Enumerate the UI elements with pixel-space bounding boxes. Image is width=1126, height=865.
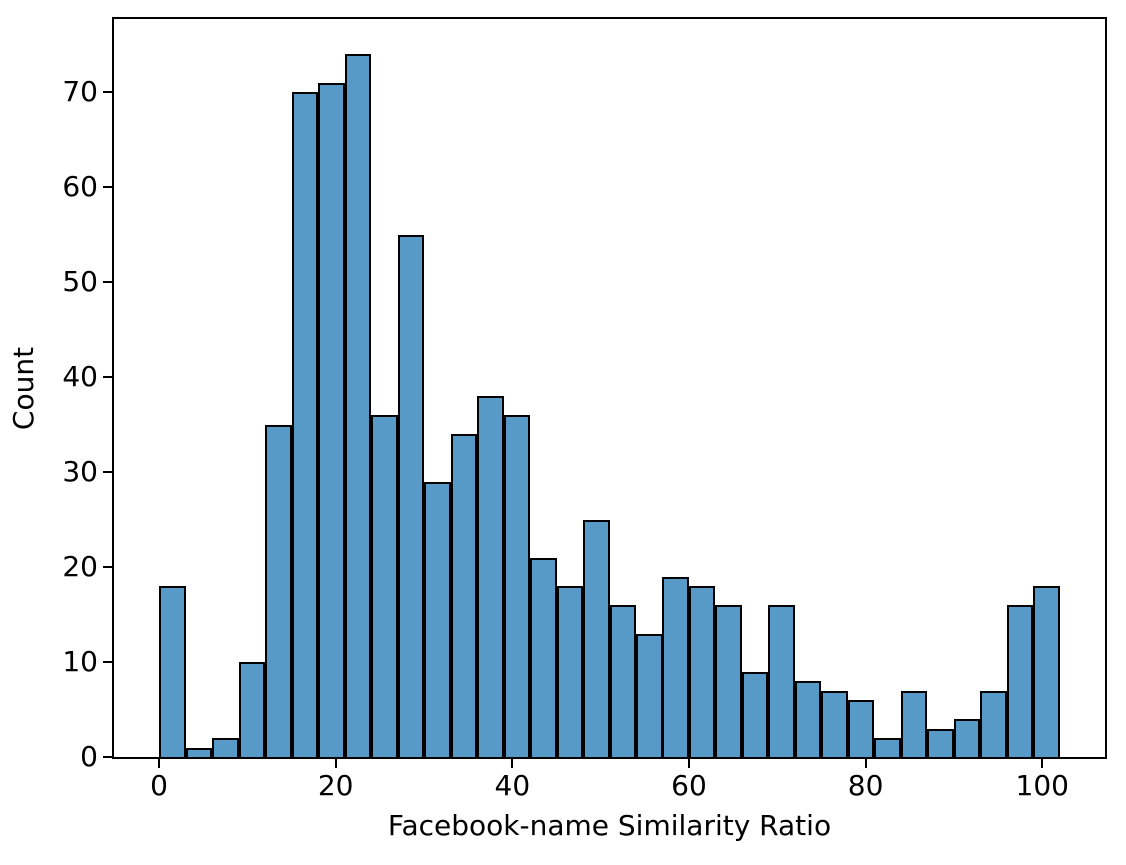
y-tick-label: 50 bbox=[62, 265, 98, 299]
histogram-bar bbox=[741, 671, 769, 757]
x-axis-label: Facebook-name Similarity Ratio bbox=[387, 809, 832, 842]
histogram-bar bbox=[556, 586, 583, 757]
histogram-bar bbox=[1033, 586, 1060, 757]
x-tick-mark bbox=[511, 759, 514, 768]
y-tick-mark bbox=[103, 91, 112, 94]
x-tick-label: 40 bbox=[494, 769, 531, 802]
histogram-bar bbox=[768, 605, 795, 757]
y-tick-mark bbox=[103, 471, 112, 474]
histogram-bar bbox=[1006, 605, 1034, 757]
y-tick-mark bbox=[103, 281, 112, 284]
y-tick-label: 30 bbox=[62, 455, 98, 489]
histogram-bar bbox=[583, 519, 610, 757]
x-tick-label: 100 bbox=[1015, 769, 1069, 802]
histogram-bar bbox=[344, 54, 372, 757]
histogram-bar bbox=[424, 481, 451, 757]
x-tick-label: 0 bbox=[150, 769, 168, 802]
x-tick-label: 60 bbox=[671, 769, 707, 802]
y-tick-label: 20 bbox=[62, 550, 98, 584]
histogram-bar bbox=[530, 557, 557, 757]
x-tick-mark bbox=[687, 759, 690, 768]
histogram-bar bbox=[794, 681, 822, 757]
x-tick-mark bbox=[1041, 759, 1044, 768]
x-tick-mark bbox=[158, 759, 161, 768]
y-tick-label: 10 bbox=[62, 645, 98, 679]
histogram-bar bbox=[212, 738, 239, 757]
histogram-bar bbox=[715, 605, 742, 757]
x-tick-label: 20 bbox=[317, 769, 354, 802]
x-tick-label: 80 bbox=[847, 769, 884, 802]
histogram-bar bbox=[927, 728, 954, 757]
histogram-bar bbox=[397, 234, 425, 757]
y-tick-label: 40 bbox=[62, 360, 98, 394]
histogram-bar bbox=[953, 719, 981, 757]
histogram-bar bbox=[980, 690, 1007, 757]
histogram-bar bbox=[662, 576, 689, 757]
histogram-bar bbox=[291, 92, 319, 757]
histogram-bar bbox=[238, 662, 266, 757]
y-tick-label: 70 bbox=[62, 75, 98, 109]
histogram-bar bbox=[265, 424, 292, 757]
histogram-bar bbox=[185, 747, 213, 757]
histogram-bar bbox=[821, 690, 848, 757]
histogram-bar bbox=[450, 434, 478, 757]
histogram-bar bbox=[318, 82, 345, 757]
y-tick-mark bbox=[103, 661, 112, 664]
x-tick-mark bbox=[334, 759, 337, 768]
histogram-bar bbox=[847, 700, 875, 757]
y-tick-label: 60 bbox=[62, 170, 98, 204]
y-tick-mark bbox=[103, 566, 112, 569]
histogram-bar bbox=[477, 396, 504, 757]
y-tick-label: 0 bbox=[80, 740, 98, 773]
y-tick-mark bbox=[103, 376, 112, 379]
histogram-bar bbox=[688, 586, 716, 757]
y-tick-mark bbox=[103, 186, 112, 189]
histogram-bar bbox=[636, 633, 663, 757]
histogram-bar bbox=[874, 738, 901, 757]
histogram-bar bbox=[159, 586, 186, 757]
x-tick-mark bbox=[864, 759, 867, 768]
histogram-bar bbox=[900, 690, 928, 757]
y-tick-mark bbox=[103, 756, 112, 758]
histogram-bar bbox=[371, 415, 398, 757]
histogram-bar bbox=[609, 605, 636, 757]
histogram-bar bbox=[503, 415, 530, 757]
plot-area bbox=[114, 19, 1105, 757]
